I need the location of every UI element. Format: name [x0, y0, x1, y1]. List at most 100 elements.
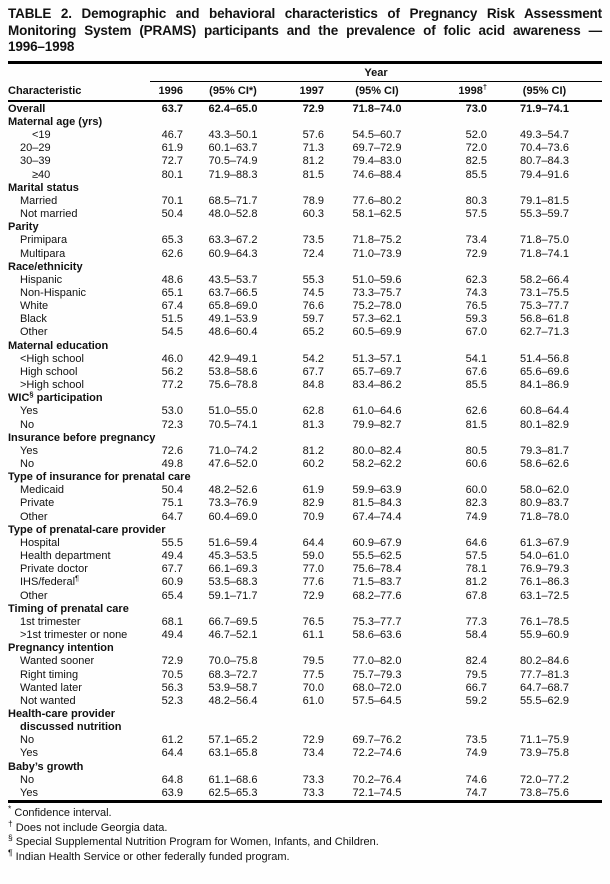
- footnote-symbol: ¶: [8, 846, 13, 857]
- ci-cell: 73.3–76.9: [208, 497, 258, 510]
- ci-cell: 60.9–67.9: [352, 536, 402, 549]
- value-cell: 50.4: [161, 208, 183, 221]
- ci-cell: 48.2–52.6: [208, 484, 258, 497]
- ci-cell: 49.1–53.9: [208, 313, 258, 326]
- table-row: Married 70.1 68.5–71.7 78.9 77.6–80.2 80.3 79.…: [8, 195, 602, 208]
- ci-cell: 60.8–64.4: [520, 405, 569, 418]
- ci-cell: 59.1–71.7: [208, 589, 258, 602]
- ci-cell: 71.8–75.0: [520, 234, 569, 247]
- value-cell: 65.3: [161, 234, 183, 247]
- value-cell: 72.9: [465, 247, 487, 260]
- row-label: Race/ethnicity: [8, 260, 83, 273]
- ci-cell: 74.6–88.4: [352, 168, 402, 181]
- ci-cell: 75.7–79.3: [352, 668, 402, 681]
- ci-cell: 71.9–74.1: [520, 102, 569, 115]
- row-label: Health-care provider discussed nutrition: [8, 708, 602, 734]
- value-cell: 73.0: [465, 102, 487, 115]
- ci-cell: 42.9–49.1: [208, 352, 258, 365]
- table-body: Overall 63.7 62.4–65.0 72.9 71.8–74.0 73.0 71.…: [8, 102, 602, 800]
- ci-cell: 65.8–69.0: [208, 300, 258, 313]
- value-cell: 66.7: [465, 681, 487, 694]
- ci-cell: 55.9–60.9: [520, 629, 569, 642]
- table-row: White 67.4 65.8–69.0 76.6 75.2–78.0 76.5 75.3–…: [8, 300, 602, 313]
- value-cell: 74.9: [465, 510, 487, 523]
- table-row: Non-Hispanic 65.1 63.7–66.5 74.5 73.3–75.7 74…: [8, 287, 602, 300]
- value-cell: 73.5: [302, 234, 324, 247]
- year-spacer: [8, 66, 150, 82]
- value-cell: 65.1: [161, 286, 183, 299]
- table-row: <High school 46.0 42.9–49.1 54.2 51.3–57.1 54…: [8, 353, 602, 366]
- value-cell: 65.2: [302, 326, 324, 339]
- value-cell: 55.3: [302, 273, 324, 286]
- group-row: Maternal education: [8, 340, 602, 353]
- ci-cell: 48.0–52.8: [208, 208, 258, 221]
- table-row: High school 56.2 53.8–58.6 67.7 65.7–69.7 67.…: [8, 366, 602, 379]
- value-cell: 57.5: [465, 208, 487, 221]
- value-cell: 67.7: [161, 563, 183, 576]
- ci-cell: 55.5–62.5: [352, 550, 402, 563]
- ci-cell: 51.4–56.8: [520, 352, 569, 365]
- value-cell: 84.8: [302, 379, 324, 392]
- ci-cell: 48.6–60.4: [208, 326, 258, 339]
- value-cell: 75.1: [161, 497, 183, 510]
- ci-cell: 80.7–84.3: [520, 155, 569, 168]
- value-cell: 74.5: [302, 286, 324, 299]
- row-label: 20–29: [20, 142, 51, 155]
- value-cell: 64.4: [302, 536, 324, 549]
- table-row: Primipara 65.3 63.3–67.2 73.5 71.8–75.2 73.4 7…: [8, 234, 602, 247]
- value-cell: 77.6: [302, 576, 324, 589]
- group-row: Type of insurance for prenatal care: [8, 471, 602, 484]
- row-label-line2: discussed nutrition: [20, 721, 122, 734]
- value-cell: 81.5: [302, 168, 324, 181]
- table-row: Other 64.7 60.4–69.0 70.9 67.4–74.4 74.9 71.8–…: [8, 511, 602, 524]
- value-cell: 67.8: [465, 589, 487, 602]
- value-cell: 62.6: [161, 247, 183, 260]
- value-cell: 46.7: [161, 129, 183, 142]
- row-label: Health department: [20, 550, 111, 563]
- ci-cell: 75.6–78.4: [352, 563, 402, 576]
- row-label: No: [20, 418, 35, 431]
- value-cell: 63.9: [161, 786, 183, 799]
- value-cell: 56.2: [161, 365, 183, 378]
- ci-cell: 76.1–86.3: [520, 576, 569, 589]
- ci-cell: 62.5–65.3: [208, 786, 258, 799]
- row-label: Black: [20, 313, 47, 326]
- footnote: § Special Supplemental Nutrition Program…: [8, 832, 379, 849]
- ci-cell: 61.0–64.6: [352, 405, 402, 418]
- row-label: Other: [20, 326, 48, 339]
- ci-cell: 51.0–59.6: [352, 273, 402, 286]
- value-cell: 67.0: [465, 326, 487, 339]
- row-label: Yes: [20, 786, 38, 799]
- ci-cell: 80.0–82.4: [352, 444, 402, 457]
- table-row: Not wanted 52.3 48.2–56.4 61.0 57.5–64.5 59.2…: [8, 695, 602, 708]
- ci-cell: 51.6–59.4: [208, 536, 258, 549]
- value-cell: 67.7: [302, 365, 324, 378]
- ci-cell: 51.0–55.0: [208, 405, 258, 418]
- value-cell: 70.5: [161, 668, 183, 681]
- value-cell: 80.1: [161, 168, 183, 181]
- bottom-rule: [8, 800, 602, 804]
- ci-cell: 77.7–81.3: [520, 668, 569, 681]
- table-row: Yes 64.4 63.1–65.8 73.4 72.2–74.6 74.9 73.9–75…: [8, 747, 602, 760]
- group-row: WIC§ participation: [8, 390, 602, 405]
- group-row: Insurance before pregnancy: [8, 432, 602, 445]
- value-cell: 73.5: [465, 734, 487, 747]
- ci-cell: 53.8–58.6: [208, 365, 258, 378]
- ci-cell: 57.5–64.5: [352, 694, 402, 707]
- ci-cell: 75.3–77.7: [352, 615, 402, 628]
- value-cell: 57.6: [302, 129, 324, 142]
- value-cell: 63.7: [161, 102, 183, 115]
- ci-cell: 64.7–68.7: [520, 681, 569, 694]
- ci-cell: 61.1–68.6: [208, 773, 258, 786]
- ci-cell: 68.5–71.7: [208, 194, 258, 207]
- row-label: Hispanic: [20, 273, 63, 286]
- row-label: Baby’s growth: [8, 760, 84, 773]
- table-row: Hospital 55.5 51.6–59.4 64.4 60.9–67.9 64.6 61…: [8, 537, 602, 550]
- value-cell: 80.5: [465, 444, 487, 457]
- footnote-symbol: †: [8, 817, 13, 828]
- ci-cell: 83.4–86.2: [352, 379, 402, 392]
- row-label: Parity: [8, 221, 39, 234]
- value-cell: 62.8: [302, 405, 324, 418]
- ci-cell: 45.3–53.5: [208, 550, 258, 563]
